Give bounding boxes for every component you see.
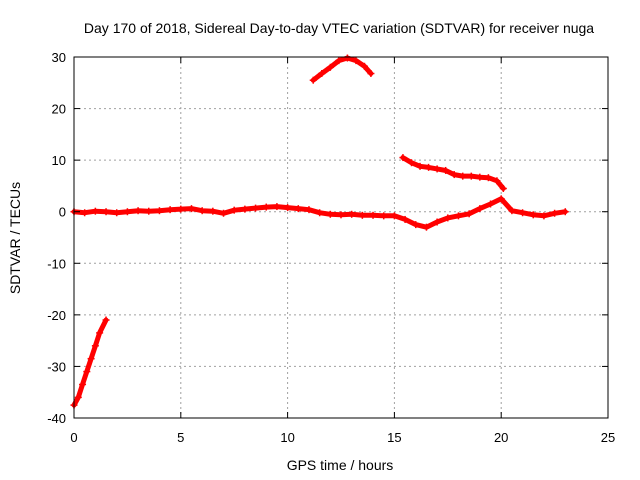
data-point — [358, 211, 366, 219]
data-point — [241, 205, 249, 213]
y-tick-label: -10 — [47, 256, 66, 271]
data-point — [209, 207, 217, 215]
data-point — [422, 223, 430, 231]
data-point — [561, 208, 569, 216]
data-point — [476, 173, 484, 181]
data-point — [459, 172, 467, 180]
data-point — [380, 212, 388, 220]
data-point — [294, 205, 302, 213]
data-point — [326, 210, 334, 218]
data-point — [113, 209, 121, 217]
data-point — [81, 209, 89, 217]
chart-title: Day 170 of 2018, Sidereal Day-to-day VTE… — [84, 20, 594, 36]
data-point — [166, 206, 174, 214]
data-point — [252, 204, 260, 212]
x-tick-label: 0 — [70, 430, 77, 445]
data-point — [450, 171, 458, 179]
x-tick-label: 20 — [494, 430, 508, 445]
data-point — [91, 342, 99, 350]
axis-ticks: 0 5 10 15 20 25 -40 -30 -20 -10 0 10 20 30 — [47, 50, 615, 445]
data-point — [416, 162, 424, 170]
data-point — [220, 209, 228, 217]
y-tick-label: -40 — [47, 411, 66, 426]
data-point — [284, 204, 292, 212]
y-axis-label: SDTVAR / TECUs — [7, 182, 23, 294]
data-point — [360, 62, 368, 70]
data-point — [412, 221, 420, 229]
data-point — [407, 159, 415, 167]
data-point — [316, 209, 324, 217]
data-point — [337, 211, 345, 219]
data-point — [198, 207, 206, 215]
data-point — [96, 329, 104, 337]
data-point — [155, 207, 163, 215]
data-point — [401, 215, 409, 223]
data-point — [390, 212, 398, 220]
data-point — [497, 195, 505, 203]
data-point — [433, 165, 441, 173]
data-point — [369, 211, 377, 219]
data-point — [348, 210, 356, 218]
x-tick-label: 5 — [177, 430, 184, 445]
series-line-arc-3 — [310, 55, 374, 83]
data-point — [499, 185, 507, 193]
data-point — [540, 212, 548, 220]
data-point — [87, 355, 95, 363]
data-series — [70, 54, 569, 409]
x-tick-label: 25 — [601, 430, 615, 445]
data-point — [367, 70, 375, 78]
data-point — [102, 316, 110, 324]
plot-frame — [73, 56, 609, 419]
data-point — [487, 200, 495, 208]
data-point — [529, 211, 537, 219]
data-point — [79, 380, 87, 388]
data-point — [91, 207, 99, 215]
data-point — [74, 393, 82, 401]
data-point — [262, 203, 270, 211]
data-point — [399, 154, 407, 162]
y-tick-label: 0 — [59, 205, 66, 220]
data-point — [442, 166, 450, 174]
y-tick-label: 30 — [52, 50, 66, 65]
data-point — [177, 205, 185, 213]
data-point — [305, 206, 313, 214]
data-point — [425, 163, 433, 171]
x-tick-label: 10 — [280, 430, 294, 445]
data-point — [343, 54, 351, 62]
data-point — [318, 70, 326, 78]
data-point — [83, 368, 91, 376]
data-point — [335, 57, 343, 65]
y-tick-label: -30 — [47, 359, 66, 374]
x-tick-label: 15 — [387, 430, 401, 445]
data-point — [465, 210, 473, 218]
data-point — [433, 218, 441, 226]
data-point — [352, 57, 360, 65]
data-point — [508, 207, 516, 215]
x-axis-label: GPS time / hours — [287, 457, 394, 473]
data-point — [230, 206, 238, 214]
data-point — [123, 208, 131, 216]
data-point — [454, 212, 462, 220]
data-point — [145, 207, 153, 215]
data-point — [187, 205, 195, 213]
data-point — [519, 209, 527, 217]
y-tick-label: 20 — [52, 102, 66, 117]
data-point — [309, 76, 317, 84]
y-tick-label: 10 — [52, 153, 66, 168]
data-point — [326, 63, 334, 71]
y-tick-label: -20 — [47, 308, 66, 323]
data-point — [551, 209, 559, 217]
data-point — [493, 177, 501, 185]
data-point — [102, 208, 110, 216]
data-point — [273, 203, 281, 211]
data-point — [484, 174, 492, 182]
data-point — [467, 172, 475, 180]
data-point — [444, 214, 452, 222]
data-point — [134, 207, 142, 215]
data-point — [476, 205, 484, 213]
